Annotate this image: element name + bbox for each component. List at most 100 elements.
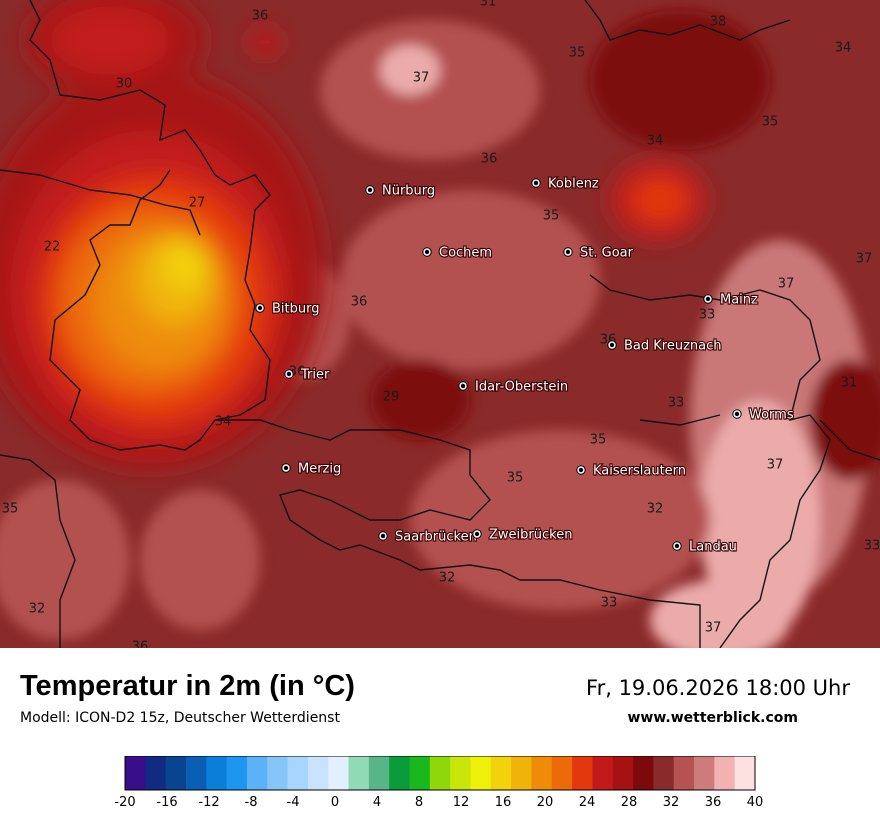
city-label: Kaiserslautern: [593, 464, 686, 479]
legend-swatch: [368, 756, 390, 790]
city-dot-center: [380, 533, 386, 539]
legend-tick-label: -16: [156, 795, 177, 810]
legend-tick-label: -4: [287, 795, 300, 810]
city-marker: Zweibrücken: [472, 526, 574, 544]
isotherm-value-label: 32: [439, 571, 456, 586]
isotherm-value-label: 37: [856, 252, 873, 267]
isotherm-value-label: 35: [507, 471, 524, 486]
city-marker: Mainz: [703, 291, 759, 309]
city-label: Bad Kreuznach: [624, 339, 722, 354]
isotherm-value-label: 34: [835, 41, 852, 56]
legend-swatch: [328, 756, 349, 790]
isotherm-value-labels: 3631383435373035343627352237373633363631…: [2, 0, 880, 648]
legend-tick-label: 16: [495, 795, 512, 810]
city-dot-center: [474, 531, 480, 537]
city-dot-center: [283, 465, 289, 471]
isotherm-value-label: 31: [480, 0, 497, 10]
website-link[interactable]: www.wetterblick.com: [627, 710, 799, 726]
forecast-datetime: Fr, 19.06.2026 18:00 Uhr: [586, 676, 850, 700]
legend-swatch: [572, 756, 593, 790]
legend-swatch: [287, 756, 309, 790]
city-marker: Saarbrücken: [378, 528, 478, 546]
border-lines: [0, 0, 880, 648]
city-label: Nürburg: [382, 184, 435, 199]
legend-swatch: [734, 756, 756, 790]
city-label: Bitburg: [272, 302, 320, 317]
isotherm-value-label: 30: [116, 77, 133, 92]
legend-frame: [124, 756, 756, 791]
city-label: St. Goar: [580, 246, 634, 261]
legend-swatch: [409, 756, 431, 790]
legend-swatch: [145, 756, 167, 790]
city-dot-center: [460, 383, 466, 389]
legend-swatch: [511, 756, 532, 790]
legend-swatch: [551, 756, 573, 790]
city-label: Mainz: [720, 293, 758, 308]
legend-tick-label: 8: [415, 795, 423, 810]
city-label: Landau: [689, 540, 737, 555]
city-label: Cochem: [439, 246, 492, 261]
city-label: Saarbrücken: [395, 530, 477, 545]
legend-tick-label: 40: [747, 795, 764, 810]
city-marker: Kaiserslautern: [576, 462, 687, 480]
legend-tick-label: 24: [579, 795, 596, 810]
legend-swatch: [165, 756, 187, 790]
color-scale-legend: -20 -16 -12 -8 -4 0 4 8 12 16 20 24 28 32 36 40: [114, 756, 764, 810]
isotherm-value-label: 35: [762, 115, 779, 130]
model-source: Modell: ICON-D2 15z, Deutscher Wetterdie…: [20, 710, 340, 726]
isotherm-value-label: 33: [601, 596, 618, 611]
city-dot-center: [565, 249, 571, 255]
legend-swatch: [673, 756, 695, 790]
isotherm-value-label: 36: [252, 9, 269, 24]
city-markers: Nürburg Koblenz Cochem St. Goar Bitburg Mainz…: [255, 175, 795, 556]
legend-swatches: [124, 756, 756, 791]
legend-swatch: [267, 756, 288, 790]
legend-tick-label: 0: [331, 795, 339, 810]
legend-swatch: [185, 756, 207, 790]
legend-swatch: [125, 756, 146, 790]
city-dot-center: [705, 296, 711, 302]
isotherm-value-label: 35: [543, 209, 560, 224]
isotherm-value-label: 32: [29, 602, 46, 617]
city-marker: Cochem: [422, 244, 493, 262]
isotherm-value-label: 37: [413, 71, 430, 86]
legend-tick-label: 20: [537, 795, 554, 810]
legend-swatch: [694, 756, 715, 790]
legend-swatch: [206, 756, 228, 790]
isotherm-value-label: 29: [383, 390, 400, 405]
legend-tick-label: -8: [245, 795, 258, 810]
legend-swatch: [633, 756, 654, 790]
isotherm-value-label: 33: [864, 539, 880, 554]
city-label: Worms: [749, 408, 794, 423]
isotherm-value-label: 37: [705, 621, 722, 636]
legend-swatch: [653, 756, 675, 790]
city-marker: St. Goar: [563, 244, 635, 262]
legend-tick-label: 36: [705, 795, 722, 810]
legend-swatch: [470, 756, 492, 790]
city-label: Zweibrücken: [489, 528, 572, 543]
isotherm-value-label: 34: [647, 134, 664, 149]
city-marker: Landau: [672, 538, 738, 556]
legend-swatch: [389, 756, 410, 790]
legend-swatch: [714, 756, 736, 790]
isotherm-value-label: 22: [44, 240, 61, 255]
temperature-field: [0, 0, 880, 648]
map-title: Temperatur in 2m (in °C): [20, 670, 355, 702]
isotherm-value-label: 34: [215, 415, 232, 430]
city-dot-center: [674, 543, 680, 549]
isotherm-value-label: 31: [841, 376, 858, 391]
temperature-map: 36 31 38 34 35 37 30 35 34 36 27 35 22 37 37 36 33 36 36 31…: [0, 0, 880, 648]
legend-tick-label: 28: [621, 795, 638, 810]
legend-swatch: [612, 756, 634, 790]
isotherm-value-label: 35: [590, 433, 607, 448]
isotherm-value-label: 33: [668, 396, 685, 411]
isotherm-value-label: 37: [778, 277, 795, 292]
city-dot-center: [734, 411, 740, 417]
isotherm-value-label: 32: [647, 502, 664, 517]
city-marker: Bitburg: [255, 300, 321, 318]
legend-swatch: [348, 756, 370, 790]
isotherm-value-label: 35: [2, 502, 19, 517]
city-label: Koblenz: [548, 177, 599, 192]
city-dot-center: [286, 371, 292, 377]
city-label: Idar-Oberstein: [475, 380, 568, 395]
